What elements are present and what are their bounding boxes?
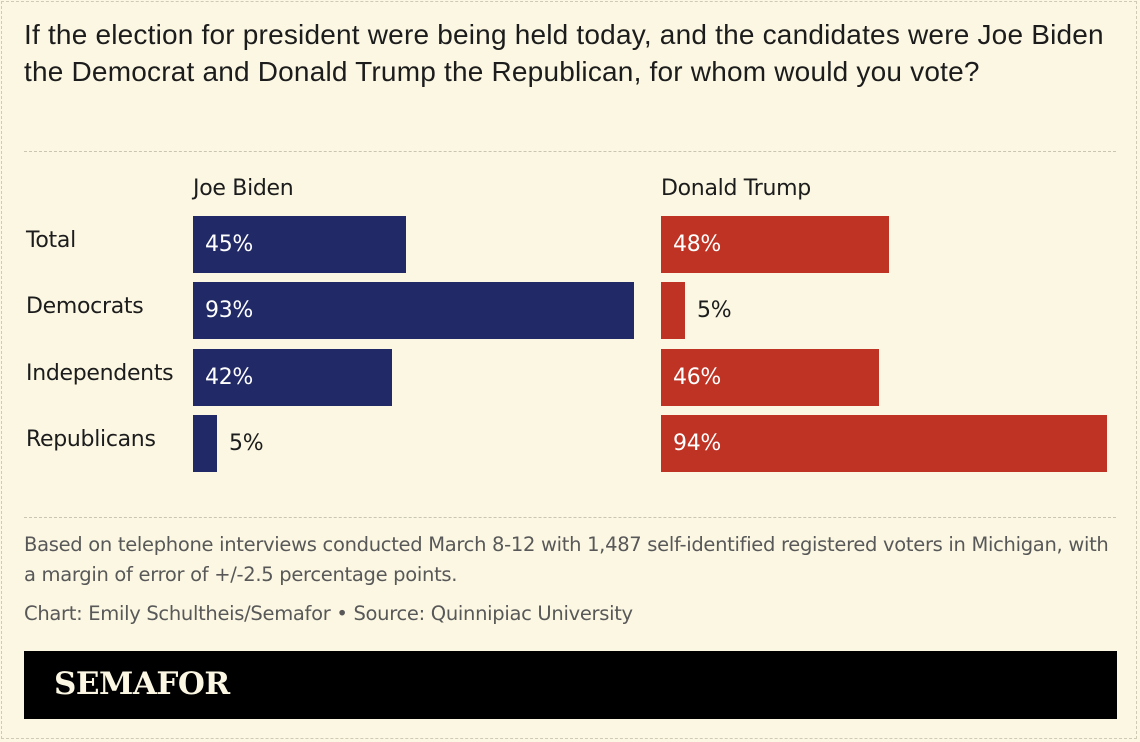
semafor-logo: SEMAFOR xyxy=(54,666,230,702)
bar-trump-republicans xyxy=(661,415,1107,472)
data-label-biden-total: 45% xyxy=(205,232,253,257)
bar-trump-total xyxy=(661,216,889,273)
footer-bar: SEMAFOR xyxy=(24,651,1117,719)
bar-biden-democrats xyxy=(193,282,634,339)
bar-biden-republicans xyxy=(193,415,217,472)
methodology-note: Based on telephone interviews conducted … xyxy=(24,533,1109,586)
data-label-trump-independents: 46% xyxy=(673,365,721,390)
top-divider xyxy=(24,151,1116,152)
column-header-biden: Joe Biden xyxy=(193,176,294,201)
category-label-republicans: Republicans xyxy=(26,427,156,452)
category-label-democrats: Democrats xyxy=(26,294,144,319)
bar-biden-total xyxy=(193,216,406,273)
category-label-total: Total xyxy=(26,228,76,253)
category-label-independents: Independents xyxy=(26,361,174,386)
chart-title: If the election for president were being… xyxy=(24,19,1104,87)
bottom-divider xyxy=(24,517,1116,518)
bar-trump-democrats xyxy=(661,282,685,339)
bar-trump-independents xyxy=(661,349,879,406)
data-label-trump-total: 48% xyxy=(673,232,721,257)
data-label-biden-democrats: 93% xyxy=(205,298,253,323)
data-label-biden-independents: 42% xyxy=(205,365,253,390)
data-label-trump-republicans: 94% xyxy=(673,431,721,456)
column-header-trump: Donald Trump xyxy=(661,176,811,201)
data-label-trump-democrats: 5% xyxy=(697,298,732,323)
data-label-biden-republicans: 5% xyxy=(229,431,264,456)
chart-credit: Chart: Emily Schultheis/Semafor • Source… xyxy=(24,602,633,625)
bar-biden-independents xyxy=(193,349,392,406)
